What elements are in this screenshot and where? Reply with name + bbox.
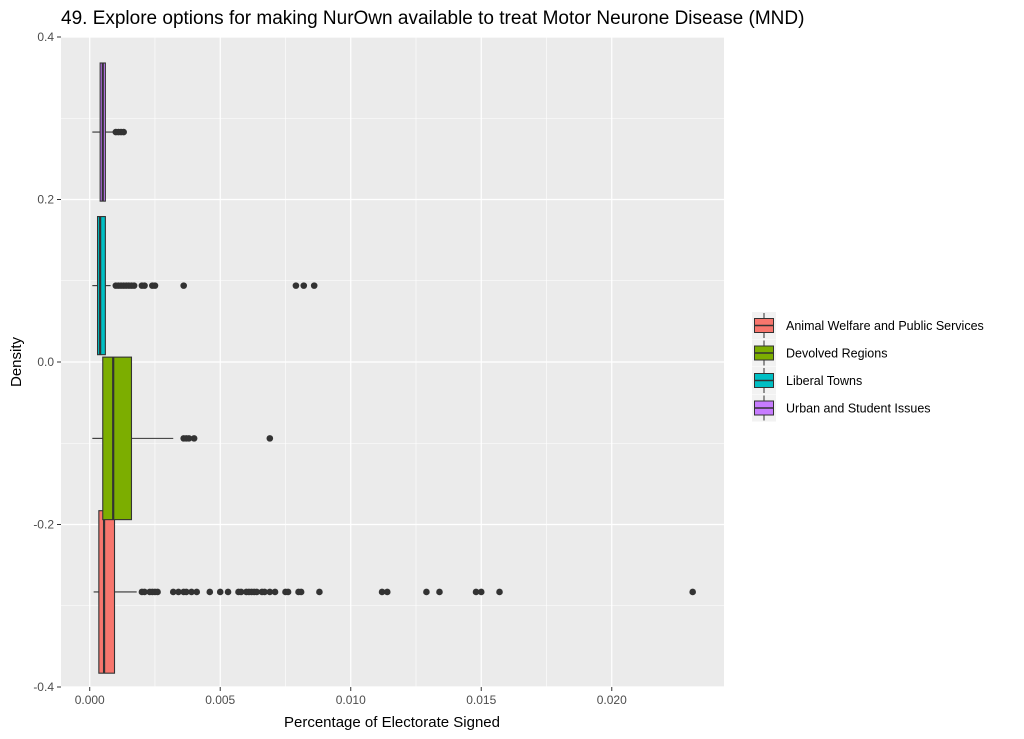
outlier-point — [472, 588, 480, 596]
chart-title: 49. Explore options for making NurOwn av… — [61, 8, 804, 29]
outlier-point — [496, 588, 503, 596]
outlier-point — [689, 588, 696, 596]
outlier-point — [266, 435, 274, 442]
outlier-point — [237, 588, 245, 596]
legend-label: Liberal Towns — [786, 374, 862, 388]
box-iqr — [96, 216, 106, 356]
y-tick-label: 0.0 — [37, 355, 54, 369]
outlier-point — [169, 588, 177, 596]
outlier-point — [310, 282, 318, 289]
x-tick-label: 0.020 — [597, 693, 627, 707]
outlier-point — [378, 588, 386, 596]
outlier-point — [383, 588, 391, 596]
box-series — [92, 62, 696, 674]
outlier-point — [477, 588, 485, 596]
legend: Animal Welfare and Public Services Devolv… — [752, 312, 984, 422]
outlier-point — [436, 588, 443, 596]
outlier-point — [175, 588, 182, 596]
outlier-point — [216, 588, 224, 596]
legend-item: Devolved Regions — [752, 339, 887, 367]
y-tick-label: -0.2 — [33, 518, 54, 532]
y-tick-label: -0.4 — [33, 680, 54, 694]
box-iqr — [98, 510, 116, 674]
outlier-point — [151, 282, 159, 289]
box-group — [92, 216, 318, 356]
outlier-point — [182, 588, 190, 596]
outlier-point — [180, 282, 187, 289]
box-iqr — [102, 356, 133, 521]
axes: 0.000 0.005 0.010 0.015 0.020 -0.4 -0.2 0.0 0.2 0… — [33, 30, 627, 707]
outlier-point — [253, 588, 261, 596]
outlier-point — [141, 282, 148, 289]
outlier-point — [206, 588, 214, 596]
outlier-point — [297, 588, 305, 596]
box-group — [92, 62, 127, 202]
x-tick-label: 0.015 — [466, 693, 496, 707]
legend-item: Liberal Towns — [752, 367, 862, 394]
y-tick-label: 0.2 — [37, 193, 54, 207]
x-axis-title: Percentage of Electorate Signed — [284, 714, 500, 731]
y-tick-label: 0.4 — [37, 30, 54, 44]
outlier-point — [188, 588, 195, 596]
outlier-point — [423, 588, 430, 596]
legend-label: Animal Welfare and Public Services — [786, 319, 984, 333]
outlier-point — [154, 588, 161, 596]
x-tick-label: 0.010 — [336, 693, 366, 707]
outlier-point — [190, 435, 198, 442]
legend-item: Animal Welfare and Public Services — [752, 312, 984, 339]
outlier-point — [266, 588, 274, 596]
outlier-point — [224, 588, 232, 596]
y-axis-title: Density — [8, 336, 25, 387]
outlier-point — [193, 588, 201, 596]
outlier-point — [141, 588, 148, 596]
grid-lines — [61, 36, 724, 688]
legend-label: Devolved Regions — [786, 347, 887, 361]
x-tick-label: 0.005 — [205, 693, 235, 707]
outlier-point — [120, 128, 127, 136]
outlier-point — [185, 435, 193, 442]
box-group — [93, 510, 696, 674]
box-group — [92, 356, 274, 521]
outlier-point — [130, 282, 138, 289]
outlier-point — [316, 588, 323, 596]
x-tick-label: 0.000 — [75, 693, 105, 707]
outlier-point — [271, 588, 279, 596]
outlier-point — [284, 588, 292, 596]
outlier-point — [261, 588, 268, 596]
legend-item: Urban and Student Issues — [752, 394, 931, 422]
legend-label: Urban and Student Issues — [786, 402, 931, 416]
outlier-point — [300, 282, 308, 289]
outlier-point — [292, 282, 300, 289]
